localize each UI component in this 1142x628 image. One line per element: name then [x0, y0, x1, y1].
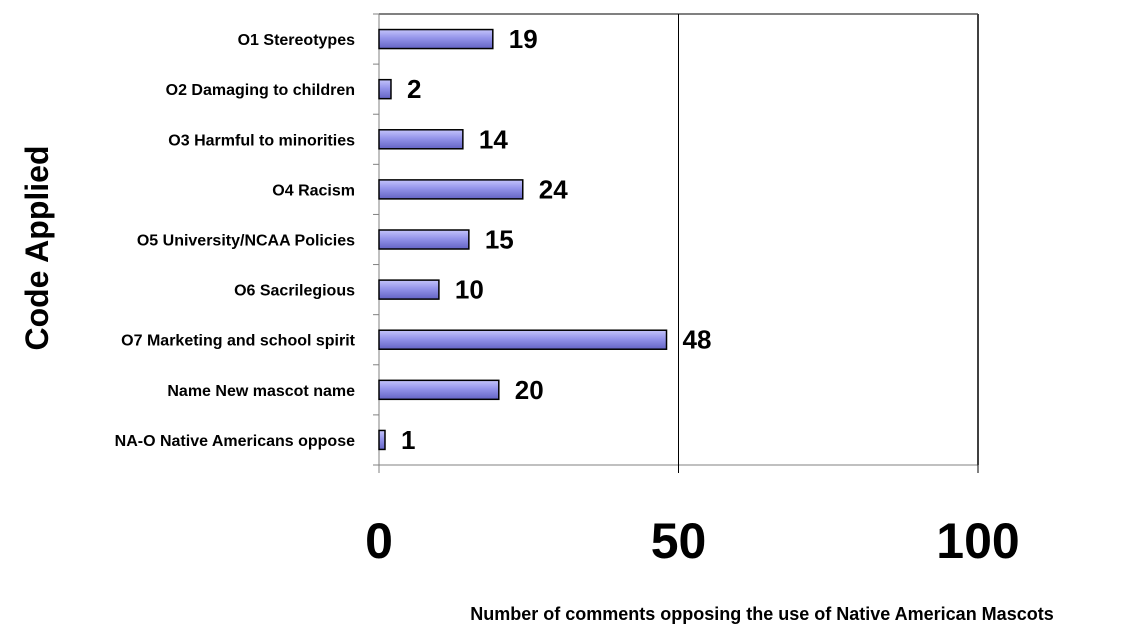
bars	[378, 28, 668, 451]
x-tick-label: 50	[651, 513, 707, 569]
data-label: 10	[455, 275, 484, 305]
bar	[378, 229, 470, 250]
data-label: 24	[539, 174, 568, 204]
category-label: O1 Stereotypes	[238, 32, 355, 49]
x-axis-title: Number of comments opposing the use of N…	[470, 604, 1053, 624]
y-axis-title: Code Applied	[19, 145, 55, 350]
category-label: Name New mascot name	[167, 383, 355, 400]
category-label: NA-O Native Americans oppose	[115, 433, 355, 450]
bar	[378, 379, 500, 401]
x-tick-label: 100	[936, 513, 1019, 569]
bar	[378, 279, 440, 300]
bar	[378, 78, 392, 100]
bar	[378, 129, 464, 150]
gridlines	[678, 14, 979, 473]
bar	[378, 28, 494, 50]
category-label: O5 University/NCAA Policies	[137, 233, 355, 250]
data-label: 20	[515, 375, 544, 405]
data-label: 14	[479, 124, 508, 154]
data-label: 19	[509, 24, 538, 54]
bar	[378, 429, 386, 451]
category-label: O2 Damaging to children	[166, 82, 355, 99]
category-label: O4 Racism	[272, 182, 355, 199]
data-label: 48	[683, 325, 712, 355]
data-label: 15	[485, 225, 514, 255]
category-labels: O1 Stereotypes O2 Damaging to children O3 …	[115, 32, 356, 450]
category-label: O7 Marketing and school spirit	[121, 333, 355, 350]
bar	[378, 179, 524, 200]
x-tick-label: 0	[365, 513, 393, 569]
category-label: O3 Harmful to minorities	[168, 132, 355, 149]
data-label: 1	[401, 425, 415, 455]
category-label: O6 Sacrilegious	[234, 283, 355, 300]
bar	[378, 329, 668, 350]
data-label: 2	[407, 74, 421, 104]
x-tick-labels: 0 50 100	[365, 513, 1020, 569]
